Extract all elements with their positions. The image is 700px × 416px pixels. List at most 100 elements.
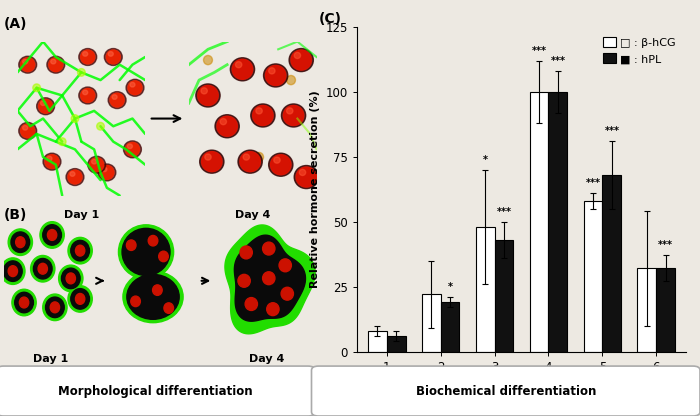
Ellipse shape [50, 302, 60, 313]
Ellipse shape [83, 52, 88, 56]
Ellipse shape [68, 170, 82, 184]
Ellipse shape [45, 155, 59, 168]
Ellipse shape [215, 115, 239, 138]
Ellipse shape [148, 235, 158, 246]
Ellipse shape [11, 232, 29, 253]
Ellipse shape [38, 263, 48, 274]
Ellipse shape [79, 87, 97, 104]
Ellipse shape [59, 265, 83, 292]
Ellipse shape [217, 116, 237, 136]
Ellipse shape [71, 240, 90, 261]
Ellipse shape [255, 152, 263, 162]
Ellipse shape [130, 82, 135, 87]
Bar [368, 331, 386, 352]
Text: *: * [482, 155, 488, 165]
Ellipse shape [76, 245, 85, 256]
Ellipse shape [267, 303, 279, 316]
Ellipse shape [118, 225, 174, 279]
Ellipse shape [43, 294, 67, 321]
Ellipse shape [286, 108, 293, 114]
Ellipse shape [123, 271, 183, 323]
Ellipse shape [83, 90, 88, 95]
Ellipse shape [281, 104, 306, 127]
Ellipse shape [243, 154, 249, 160]
Text: *: * [447, 282, 452, 292]
Ellipse shape [265, 65, 286, 85]
Legend: □ : β-hCG, ■ : hPL: □ : β-hCG, ■ : hPL [598, 32, 680, 69]
Ellipse shape [19, 56, 36, 73]
Ellipse shape [58, 138, 66, 146]
Ellipse shape [48, 230, 57, 240]
Bar [440, 302, 459, 352]
Text: ***: *** [550, 56, 566, 66]
Ellipse shape [279, 259, 291, 272]
Ellipse shape [159, 251, 168, 262]
Ellipse shape [92, 159, 97, 164]
Ellipse shape [153, 285, 162, 295]
Ellipse shape [100, 166, 114, 179]
Text: ***: *** [531, 46, 547, 56]
Ellipse shape [262, 242, 275, 255]
Ellipse shape [22, 126, 28, 130]
Ellipse shape [291, 50, 312, 70]
Ellipse shape [79, 49, 97, 65]
Bar [657, 268, 675, 352]
Bar [494, 240, 513, 352]
Ellipse shape [108, 92, 126, 109]
Ellipse shape [108, 52, 113, 56]
Bar [476, 227, 494, 352]
Ellipse shape [230, 58, 255, 81]
Ellipse shape [62, 268, 80, 289]
Ellipse shape [220, 119, 227, 125]
Ellipse shape [110, 93, 124, 107]
Text: Day 4: Day 4 [249, 354, 284, 364]
Text: Day 1: Day 1 [33, 354, 68, 364]
Ellipse shape [294, 166, 318, 188]
Ellipse shape [205, 154, 211, 160]
Ellipse shape [88, 156, 106, 173]
Text: ***: *** [658, 240, 673, 250]
Text: (A): (A) [4, 17, 27, 31]
Ellipse shape [43, 153, 61, 170]
Ellipse shape [262, 272, 275, 285]
Ellipse shape [97, 122, 104, 130]
Ellipse shape [256, 108, 262, 114]
Ellipse shape [80, 89, 94, 102]
Bar [603, 175, 622, 352]
Ellipse shape [50, 59, 56, 64]
Ellipse shape [71, 115, 79, 122]
Text: ***: *** [585, 178, 601, 188]
Ellipse shape [1, 258, 25, 285]
Ellipse shape [66, 168, 84, 186]
Ellipse shape [47, 156, 52, 161]
Ellipse shape [12, 289, 36, 316]
Ellipse shape [274, 157, 280, 163]
Ellipse shape [289, 49, 314, 72]
Ellipse shape [284, 106, 304, 126]
Ellipse shape [47, 56, 65, 73]
Ellipse shape [41, 101, 46, 106]
Ellipse shape [286, 75, 295, 85]
Ellipse shape [106, 50, 120, 64]
Ellipse shape [22, 59, 28, 64]
Y-axis label: Relative hormone secretion (%): Relative hormone secretion (%) [310, 90, 320, 288]
Polygon shape [234, 235, 305, 321]
Ellipse shape [253, 106, 273, 126]
Ellipse shape [240, 152, 260, 172]
Ellipse shape [112, 95, 117, 99]
Ellipse shape [235, 62, 241, 68]
Ellipse shape [127, 275, 179, 319]
Ellipse shape [126, 79, 144, 96]
Text: (B): (B) [4, 208, 27, 222]
Ellipse shape [127, 240, 136, 250]
Ellipse shape [269, 68, 275, 74]
Ellipse shape [8, 229, 32, 255]
Text: (C): (C) [318, 12, 342, 27]
Ellipse shape [76, 293, 85, 305]
Ellipse shape [43, 225, 62, 245]
Ellipse shape [15, 237, 25, 248]
Text: Biochemical differentiation: Biochemical differentiation [416, 384, 596, 398]
Ellipse shape [122, 228, 170, 275]
Ellipse shape [201, 88, 207, 94]
Ellipse shape [199, 150, 224, 173]
